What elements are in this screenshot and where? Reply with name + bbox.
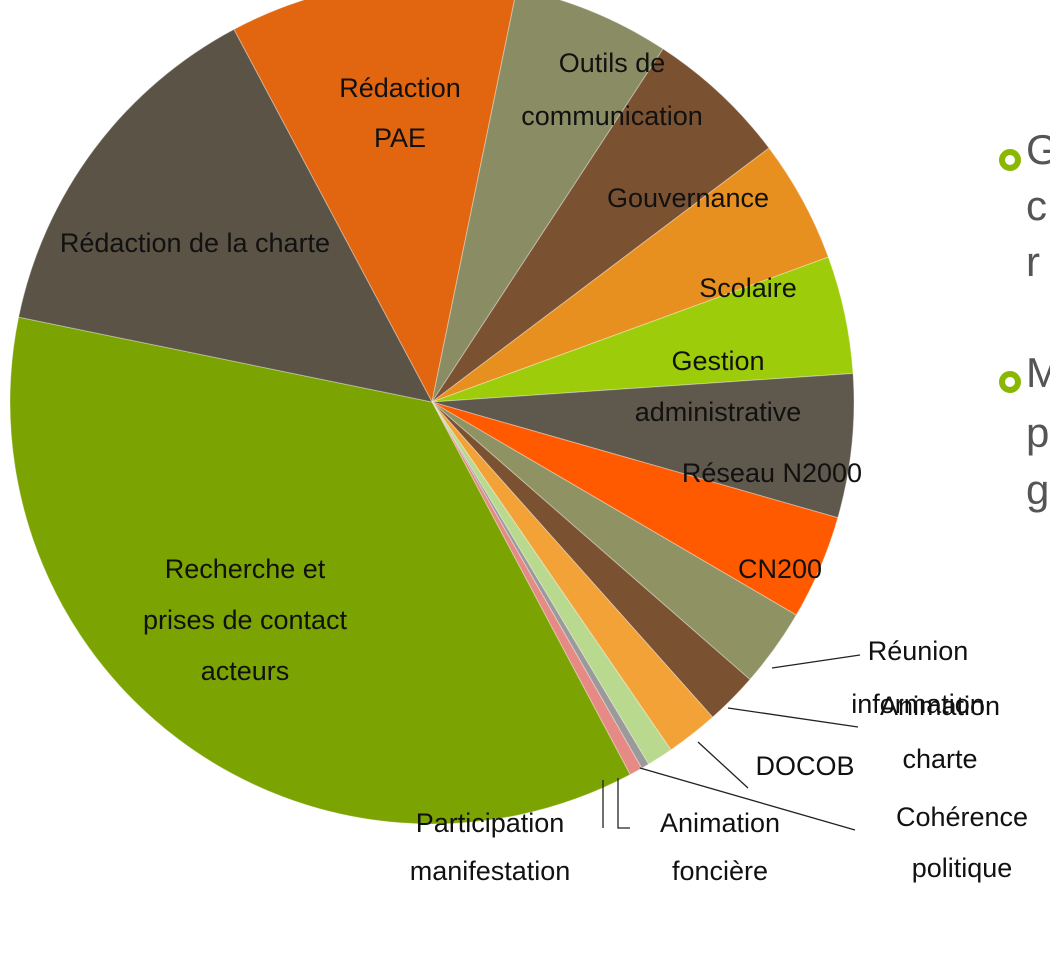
slice-label: Cohérence politique [896,802,1028,883]
slice-label: DOCOB [755,751,854,781]
slice-label: Rédaction de la charte [60,228,330,258]
leader-line [771,654,861,669]
bullet-marker [999,371,1021,393]
pie [9,0,855,825]
slice-label: Gestion administrative [635,346,802,427]
slice-label: Outils de communication [521,48,703,131]
slice-label: Scolaire [699,273,797,303]
slice [431,48,770,403]
slice [431,147,829,403]
bullet-text: G [1026,126,1050,173]
leader-line [639,767,856,831]
leader-line [617,778,630,829]
slice-label: Rédaction PAE [339,73,461,153]
bullet-text: g [1026,466,1049,513]
labels: Rédaction PAE Outils de communication Gouver… [60,48,1028,886]
slice-label: Animation foncière [660,808,780,886]
slice [431,401,672,765]
bullet-text: c [1026,182,1047,229]
bullet-text: p [1026,409,1049,456]
slice [431,0,664,403]
leader-line [727,707,859,728]
bullet-text: M [1026,349,1050,396]
slice-label: Gouvernance [607,183,769,213]
slice [431,401,751,718]
slice [431,401,714,751]
slice [431,256,854,403]
slice-label: Animation charte [880,691,1000,774]
bullet-text: r [1026,238,1040,285]
slice-label: Participation manifestation [410,808,571,886]
slice-label: Réseau N2000 [682,458,862,488]
slice-label: Recherche et prises de contact acteurs [143,554,348,686]
leader-line [697,741,749,789]
slice [431,401,839,616]
slice-label: CN200 [738,554,822,584]
slice-label: Réunion information [851,636,985,719]
slice [9,316,631,825]
slice [233,0,516,404]
bullet-marker [999,149,1021,171]
slice [431,372,855,519]
slice [18,28,433,403]
slice [431,401,797,681]
